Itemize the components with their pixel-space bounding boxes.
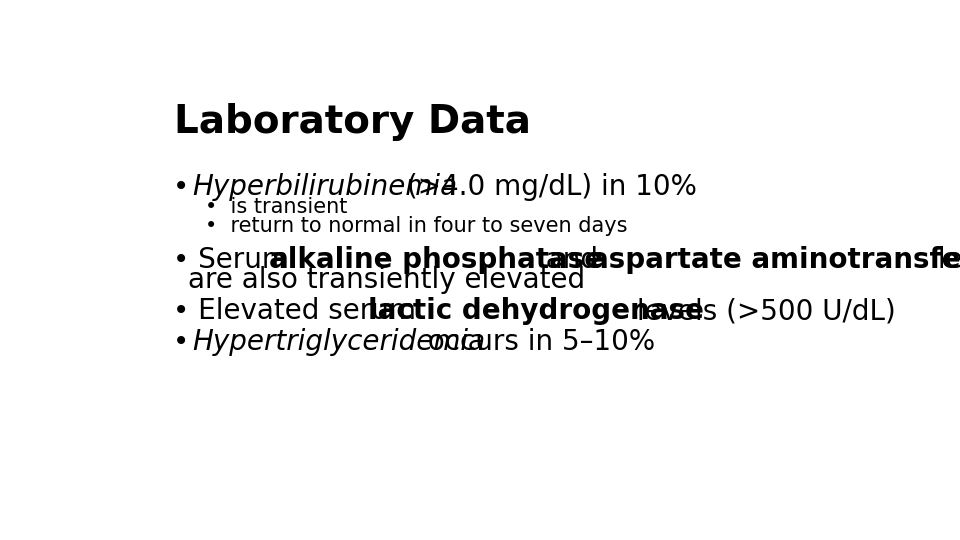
Text: Hyperbilirubinemia: Hyperbilirubinemia	[192, 173, 457, 200]
Text: •  return to normal in four to seven days: • return to normal in four to seven days	[205, 217, 628, 237]
Text: levels (>500 U/dL): levels (>500 U/dL)	[628, 298, 896, 325]
Text: aspartate aminotransferase: aspartate aminotransferase	[589, 246, 960, 274]
Text: and: and	[528, 246, 608, 274]
Text: Hypertriglyceridemia: Hypertriglyceridemia	[192, 328, 486, 356]
Text: occurs in 5–10%: occurs in 5–10%	[420, 328, 656, 356]
Text: Laboratory Data: Laboratory Data	[175, 103, 531, 141]
Text: levels: levels	[929, 246, 960, 274]
Text: are also transiently elevated: are also transiently elevated	[188, 266, 586, 294]
Text: (>4.0 mg/dL) in 10%: (>4.0 mg/dL) in 10%	[397, 173, 697, 200]
Text: alkaline phosphatase: alkaline phosphatase	[270, 246, 604, 274]
Text: • Elevated serum: • Elevated serum	[173, 298, 424, 325]
Text: •  is transient: • is transient	[205, 197, 348, 217]
Text: • Serum: • Serum	[173, 246, 298, 274]
Text: lactic dehydrogenase: lactic dehydrogenase	[368, 298, 704, 325]
Text: •: •	[173, 173, 198, 200]
Text: •: •	[173, 328, 198, 356]
